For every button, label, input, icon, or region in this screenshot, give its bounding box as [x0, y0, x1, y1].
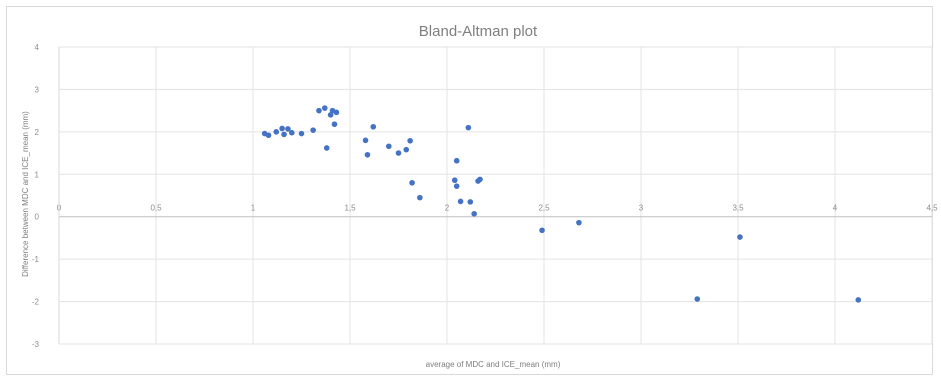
- data-point: [694, 296, 701, 302]
- data-point: [457, 198, 464, 205]
- x-tick-label: 4: [833, 204, 838, 213]
- data-point: [386, 143, 392, 150]
- data-point: [316, 107, 322, 114]
- data-point: [364, 151, 371, 158]
- data-point: [407, 137, 413, 144]
- data-point: [465, 124, 472, 131]
- data-point: [321, 105, 328, 111]
- data-point: [333, 109, 340, 116]
- chart-frame: [6, 6, 933, 375]
- y-tick-label: 2: [35, 128, 40, 137]
- x-tick-label: 0,5: [150, 204, 162, 213]
- x-axis-title: average of MDC and ICE_mean (mm): [426, 360, 561, 369]
- y-tick-label: 4: [35, 43, 40, 52]
- x-tick-label: 1,5: [344, 204, 356, 213]
- gridlines: [59, 46, 933, 345]
- data-point: [395, 150, 402, 156]
- data-point: [323, 145, 330, 151]
- data-point: [737, 234, 743, 240]
- x-tick-label: 3,5: [732, 204, 744, 213]
- data-point: [409, 179, 415, 186]
- data-point: [539, 227, 545, 234]
- data-point: [453, 183, 460, 189]
- data-point: [285, 126, 291, 132]
- data-point: [453, 157, 460, 164]
- chart-title: Bland-Altman plot: [419, 23, 538, 40]
- data-point: [467, 199, 474, 205]
- data-point: [477, 176, 483, 183]
- data-point: [471, 210, 477, 217]
- data-point: [855, 297, 862, 303]
- data-point: [417, 194, 423, 201]
- data-point: [281, 131, 287, 138]
- y-tick-label: 0: [35, 213, 40, 222]
- data-point: [279, 125, 285, 132]
- y-axis-title: Difference between MDC and ICE_mean (mm): [21, 111, 30, 277]
- data-point: [265, 132, 272, 139]
- data-point: [310, 127, 316, 133]
- data-point: [370, 123, 377, 130]
- data-point: [327, 112, 334, 118]
- x-tick-label: 3: [639, 204, 644, 213]
- x-tick-label: 2,5: [538, 204, 550, 213]
- data-point: [289, 129, 295, 136]
- y-tick-label: -3: [32, 340, 40, 349]
- y-tick-label: -1: [32, 255, 40, 264]
- data-point: [362, 137, 369, 144]
- data-point: [403, 146, 410, 153]
- data-point: [273, 129, 280, 135]
- y-tick-label: -2: [32, 298, 40, 307]
- data-point: [451, 177, 458, 184]
- x-tick-label: 4,5: [926, 204, 938, 213]
- data-point: [331, 121, 338, 128]
- data-point: [298, 130, 305, 137]
- y-tick-label: 1: [35, 170, 40, 179]
- y-tick-label: 3: [35, 85, 40, 94]
- x-tick-label: 1: [251, 204, 256, 213]
- x-tick-label: 2: [445, 204, 450, 213]
- data-points: [261, 105, 862, 303]
- data-point: [576, 219, 582, 226]
